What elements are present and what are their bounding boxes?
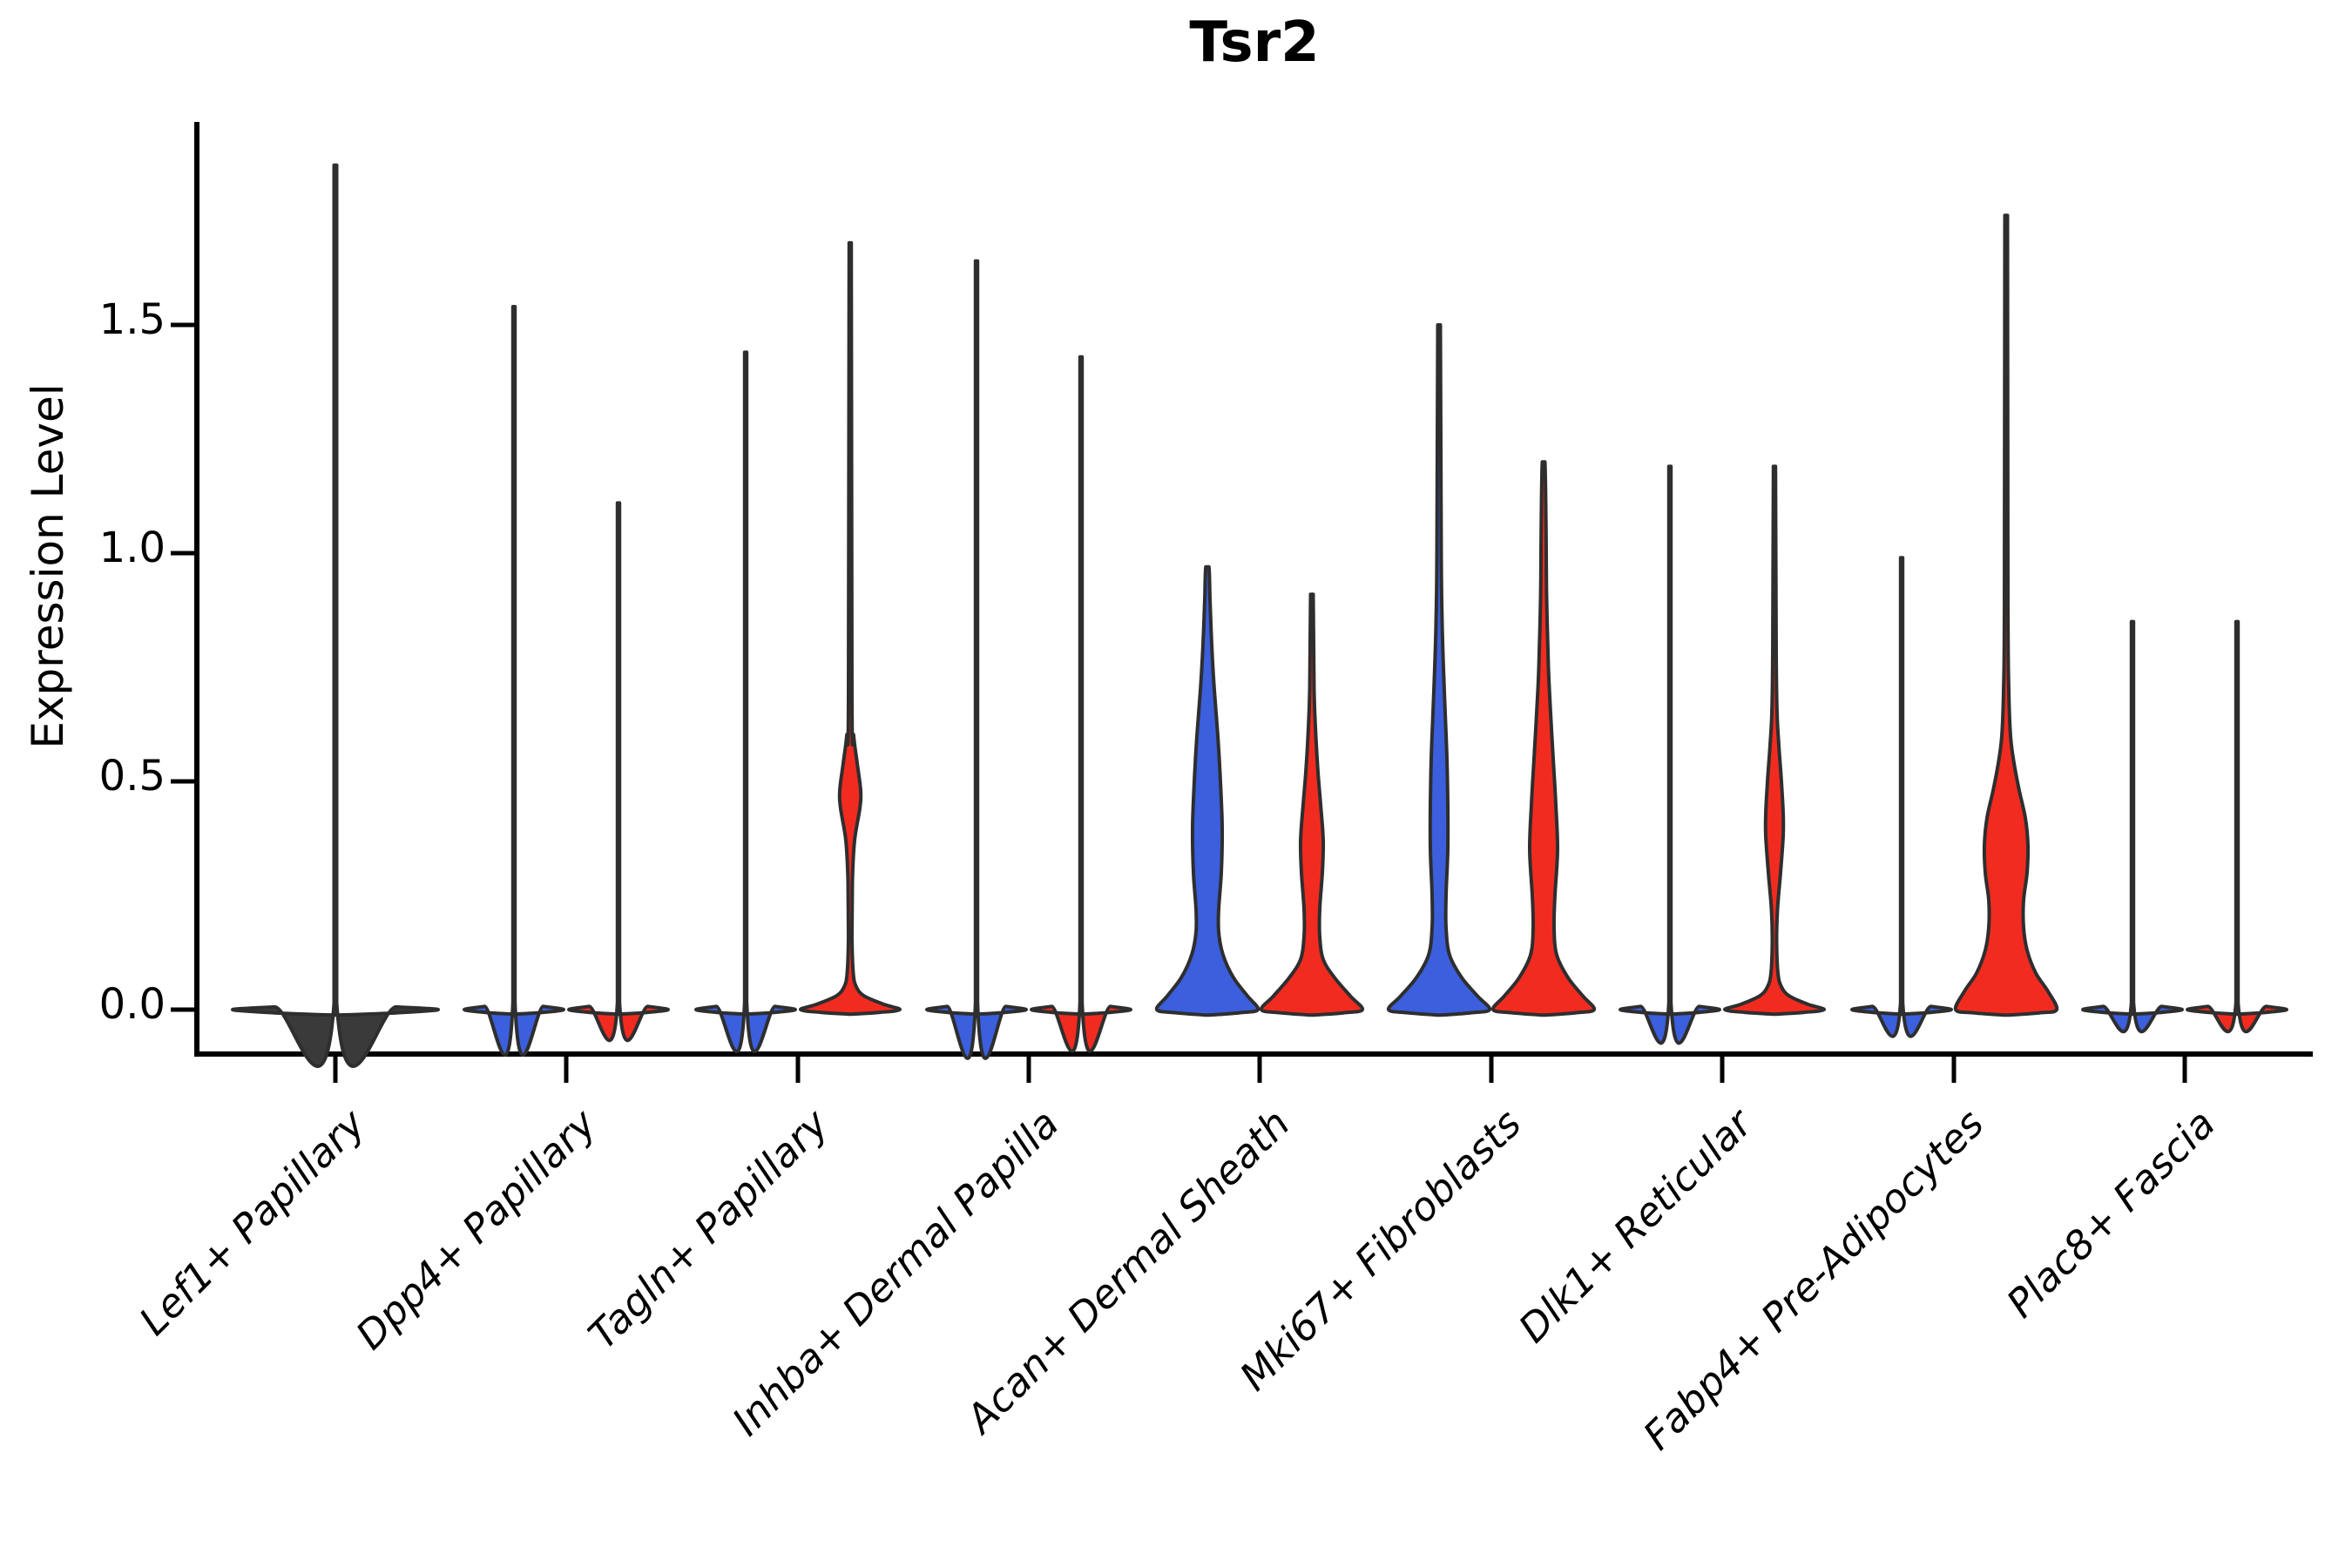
violin-acan-dermal-sheath-blue_group — [1154, 564, 1260, 1017]
violin-mki67-fibroblasts-blue_group — [1386, 323, 1492, 1017]
violin-dlk1-reticular-blue_group — [1619, 464, 1721, 1045]
violin-dlk1-reticular-red_group — [1722, 464, 1827, 1017]
violin-plac8-fascia-blue_group — [2081, 619, 2184, 1033]
chart-title: Tsr2 — [1189, 10, 1320, 75]
y-tick-label: 1.5 — [98, 295, 166, 344]
y-tick-label: 0.5 — [98, 752, 166, 801]
violin-plac8-fascia-red_group — [2186, 619, 2288, 1033]
y-tick-label: 1.0 — [98, 524, 166, 572]
violin-mki67-fibroblasts-red_group — [1490, 460, 1597, 1017]
violin-acan-dermal-sheath-red_group — [1259, 592, 1365, 1017]
violin-fabp4-pre-adipocytes-blue_group — [1850, 556, 1953, 1038]
y-tick-label: 0.0 — [98, 980, 166, 1029]
violin-inhba-dermal-papilla-blue_group — [925, 259, 1028, 1060]
violin-dpp4-papillary-red_group — [567, 501, 670, 1043]
violin-fabp4-pre-adipocytes-red_group — [1953, 213, 2059, 1017]
violin-lef1-papillary-single — [231, 163, 440, 1068]
violin-tagln-papillary-blue_group — [694, 350, 797, 1054]
violin-dpp4-papillary-blue_group — [463, 305, 565, 1057]
violin-inhba-dermal-papilla-red_group — [1030, 355, 1132, 1053]
violin-tagln-papillary-red_group — [798, 240, 902, 1017]
